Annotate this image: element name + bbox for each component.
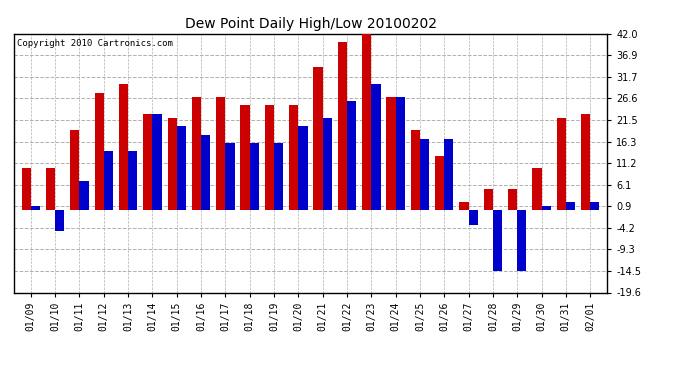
- Bar: [371, 84, 381, 210]
- Bar: [46, 168, 55, 210]
- Bar: [274, 143, 284, 210]
- Bar: [226, 143, 235, 210]
- Bar: [347, 101, 356, 210]
- Bar: [216, 97, 226, 210]
- Bar: [581, 114, 590, 210]
- Bar: [542, 206, 551, 210]
- Bar: [250, 143, 259, 210]
- Bar: [395, 97, 405, 210]
- Bar: [444, 139, 453, 210]
- Bar: [128, 152, 137, 210]
- Bar: [493, 210, 502, 271]
- Bar: [144, 114, 152, 210]
- Bar: [152, 114, 161, 210]
- Text: Copyright 2010 Cartronics.com: Copyright 2010 Cartronics.com: [17, 39, 172, 48]
- Bar: [566, 202, 575, 210]
- Bar: [590, 202, 600, 210]
- Bar: [104, 152, 113, 210]
- Bar: [532, 168, 542, 210]
- Bar: [313, 68, 323, 210]
- Bar: [168, 118, 177, 210]
- Bar: [95, 93, 103, 210]
- Bar: [420, 139, 429, 210]
- Bar: [289, 105, 298, 210]
- Bar: [298, 126, 308, 210]
- Bar: [460, 202, 469, 210]
- Bar: [192, 97, 201, 210]
- Bar: [323, 118, 332, 210]
- Bar: [557, 118, 566, 210]
- Bar: [119, 84, 128, 210]
- Bar: [518, 210, 526, 271]
- Title: Dew Point Daily High/Low 20100202: Dew Point Daily High/Low 20100202: [184, 17, 437, 31]
- Bar: [386, 97, 395, 210]
- Bar: [79, 181, 89, 210]
- Bar: [21, 168, 31, 210]
- Bar: [469, 210, 477, 225]
- Bar: [31, 206, 40, 210]
- Bar: [362, 30, 371, 210]
- Bar: [508, 189, 518, 210]
- Bar: [177, 126, 186, 210]
- Bar: [240, 105, 250, 210]
- Bar: [484, 189, 493, 210]
- Bar: [435, 156, 444, 210]
- Bar: [411, 130, 420, 210]
- Bar: [337, 42, 347, 210]
- Bar: [55, 210, 64, 231]
- Bar: [201, 135, 210, 210]
- Bar: [265, 105, 274, 210]
- Bar: [70, 130, 79, 210]
